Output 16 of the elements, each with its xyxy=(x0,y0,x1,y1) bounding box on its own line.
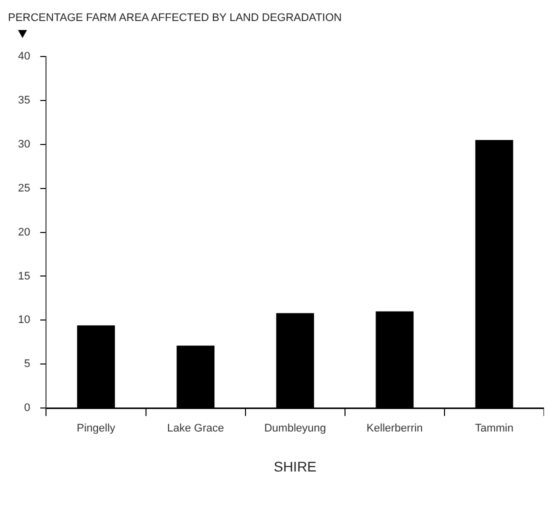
y-tick-label: 0 xyxy=(24,402,30,414)
y-tick-label: 40 xyxy=(18,50,30,63)
x-tick-label: Tammin xyxy=(474,422,514,435)
y-tick-label: 30 xyxy=(18,138,30,150)
y-tick-label: 10 xyxy=(18,314,30,326)
x-tick-label: Dumbleyung xyxy=(264,422,326,435)
y-tick-label: 35 xyxy=(18,94,30,107)
y-axis-title: PERCENTAGE FARM AREA AFFECTED BY LAND DEGRADATION xyxy=(8,11,343,24)
y-tick-label: 25 xyxy=(18,182,30,194)
x-tick-label: Pingelly xyxy=(76,422,116,435)
x-tick-label: Lake Grace xyxy=(167,422,224,435)
x-axis-title: SHIRE xyxy=(274,458,317,474)
x-tick-label: Kellerberrin xyxy=(366,422,423,435)
y-tick-label: 15 xyxy=(18,270,30,282)
y-tick-label: 20 xyxy=(18,226,30,238)
y-tick-label: 5 xyxy=(24,358,30,370)
